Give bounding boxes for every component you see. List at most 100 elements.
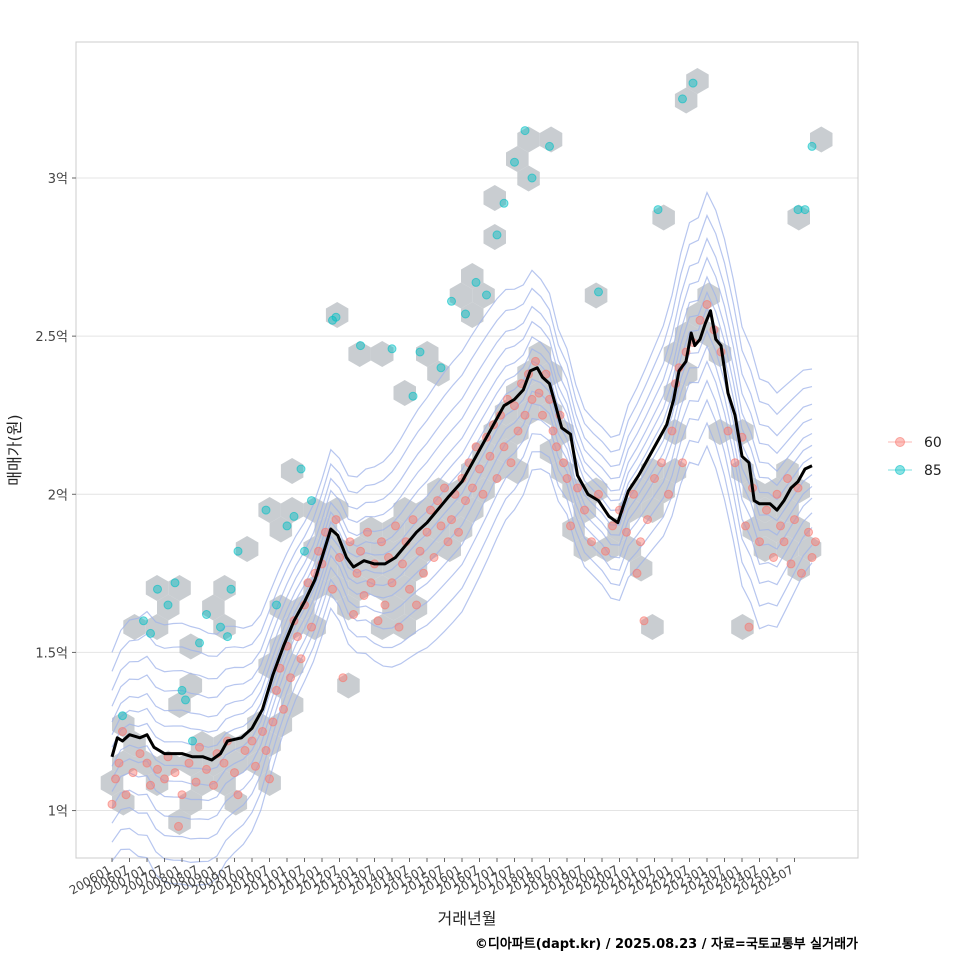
- scatter-point-series-85: [471, 277, 481, 287]
- hexbin-cell: [145, 614, 169, 640]
- hexbin-cell: [235, 536, 259, 562]
- scatter-point-series-60: [219, 758, 229, 768]
- scatter-point-series-60: [377, 537, 386, 547]
- scatter-point-series-85: [520, 126, 530, 136]
- scatter-point-series-60: [419, 568, 428, 578]
- scatter-point-series-60: [769, 553, 778, 562]
- scatter-point-series-60: [184, 758, 194, 768]
- scatter-point-series-60: [678, 458, 687, 468]
- scatter-point-series-60: [783, 474, 792, 483]
- hexbin-cell: [325, 302, 349, 328]
- scatter-point-series-60: [632, 568, 642, 578]
- scatter-point-series-60: [170, 768, 180, 778]
- scatter-point-series-60: [527, 394, 537, 404]
- scatter-point-series-60: [209, 780, 218, 790]
- density-contour: [111, 398, 813, 840]
- scatter-point-series-60: [429, 553, 439, 562]
- density-contour-layer: [111, 190, 813, 887]
- scatter-point-series-60: [478, 489, 488, 499]
- scatter-point-series-60: [356, 546, 365, 556]
- scatter-point-series-60: [345, 537, 355, 547]
- scatter-point-series-60: [702, 300, 712, 309]
- scatter-point-series-60: [786, 559, 796, 569]
- scatter-point-series-60: [268, 717, 278, 727]
- scatter-point-series-60: [373, 616, 383, 626]
- hexbin-cell: [168, 809, 191, 835]
- density-contour: [111, 213, 813, 672]
- hexbin-cell: [573, 497, 597, 523]
- hexbin-cell: [393, 614, 416, 640]
- scatter-point-series-60: [513, 426, 523, 436]
- hexbin-cell: [686, 68, 709, 94]
- scatter-point-series-85: [177, 685, 187, 695]
- scatter-point-series-60: [191, 777, 201, 787]
- scatter-point-series-60: [601, 546, 610, 556]
- scatter-point-series-85: [163, 600, 173, 610]
- hexbin-cell: [731, 614, 754, 640]
- hexbin-cell: [112, 789, 135, 816]
- hexbin-cell: [157, 750, 180, 777]
- scatter-point-series-60: [534, 388, 544, 398]
- scatter-point-series-60: [118, 727, 127, 736]
- scatter-point-series-60: [338, 673, 348, 683]
- scatter-point-series-60: [230, 768, 239, 778]
- hexbin-cell: [370, 614, 394, 640]
- scatter-point-series-60: [639, 616, 649, 626]
- scatter-point-series-85: [296, 464, 306, 474]
- scatter-point-series-85: [223, 632, 232, 642]
- scatter-point-series-60: [293, 632, 302, 642]
- density-contour: [111, 359, 813, 802]
- scatter-point-series-60: [153, 764, 162, 774]
- scatter-point-series-60: [331, 515, 341, 525]
- scatter-point-series-60: [779, 537, 789, 547]
- hexbin-cell: [348, 341, 371, 367]
- scatter-point-series-60: [629, 489, 638, 499]
- scatter-point-series-85: [800, 205, 810, 215]
- hexbin-cell: [157, 594, 180, 621]
- scatter-point-series-85: [482, 290, 491, 300]
- scatter-point-series-85: [307, 496, 316, 506]
- scatter-point-series-60: [279, 704, 288, 714]
- trend-line: [110, 309, 813, 762]
- hexbin-cell: [483, 458, 506, 484]
- scatter-point-series-60: [587, 537, 596, 547]
- scatter-point-series-60: [468, 483, 477, 493]
- scatter-point-series-85: [118, 711, 127, 721]
- hexbin-cell: [573, 536, 597, 562]
- credit-text: ©디아파트(dapt.kr) / 2025.08.23 / 자료=국토교통부 실…: [475, 936, 858, 952]
- scatter-point-series-60: [741, 521, 750, 531]
- scatter-point-series-85: [408, 391, 418, 401]
- scatter-point-series-60: [247, 736, 257, 746]
- scatter-point-series-60: [307, 622, 316, 632]
- scatter-point-series-60: [436, 521, 446, 531]
- scatter-point-series-60: [552, 442, 561, 452]
- scatter-point-series-60: [114, 758, 124, 768]
- scatter-point-series-60: [566, 521, 575, 531]
- hexbin-cell: [404, 555, 428, 582]
- scatter-point-series-60: [573, 483, 582, 493]
- hexbin-cell: [765, 516, 788, 543]
- scatter-point-series-60: [443, 537, 453, 547]
- scatter-point-series-60: [548, 426, 558, 436]
- trend-line-layer: [110, 309, 813, 762]
- scatter-point-series-60: [314, 546, 323, 556]
- scatter-point-series-60: [440, 483, 449, 493]
- scatter-point-series-60: [174, 821, 183, 831]
- scatter-point-series-60: [664, 489, 673, 499]
- scatter-point-series-60: [636, 537, 645, 547]
- scatter-point-series-60: [107, 799, 117, 809]
- scatter-point-series-60: [251, 761, 260, 771]
- scatter-point-series-60: [422, 527, 432, 537]
- hexbin-cell: [112, 711, 135, 738]
- density-contour: [111, 344, 813, 786]
- scatter-point-series-85: [146, 628, 155, 638]
- scatter-point-series-60: [349, 610, 358, 619]
- legend-label: 85: [924, 463, 942, 479]
- scatter-point-series-60: [398, 559, 407, 569]
- scatter-point-series-85: [195, 638, 204, 648]
- scatter-point-series-85: [678, 94, 687, 104]
- scatter-point-series-60: [426, 505, 435, 515]
- x-axis: 2006012006072007012007072008012008072009…: [67, 858, 796, 898]
- y-tick-label: 3억: [48, 172, 68, 187]
- scatter-point-series-60: [744, 622, 754, 632]
